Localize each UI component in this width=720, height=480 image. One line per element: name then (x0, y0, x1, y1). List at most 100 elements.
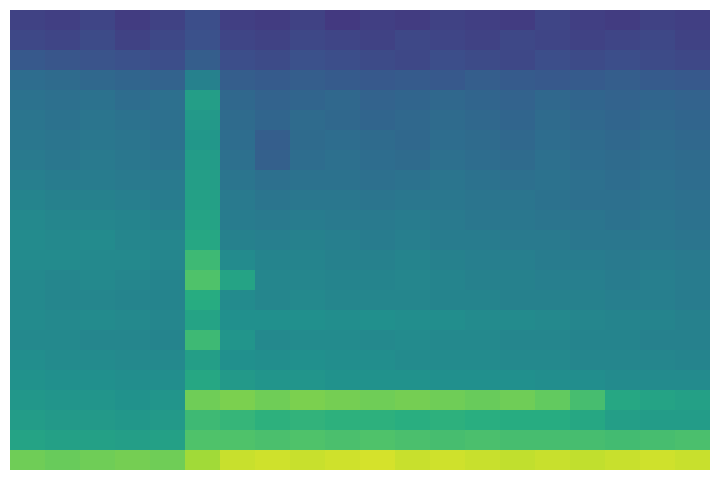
cell (640, 150, 676, 171)
cell (605, 50, 641, 71)
cell (675, 70, 710, 91)
cell (395, 370, 431, 391)
cell (535, 70, 571, 91)
cell (185, 230, 221, 251)
cell (535, 430, 571, 451)
cell (325, 250, 361, 271)
cell (185, 270, 221, 291)
cell (360, 90, 396, 111)
cell (535, 370, 571, 391)
cell (430, 50, 466, 71)
cell (395, 190, 431, 211)
cell (605, 230, 641, 251)
cell (45, 90, 81, 111)
cell (465, 310, 501, 331)
cell (535, 130, 571, 151)
cell (605, 330, 641, 351)
cell (220, 330, 256, 351)
cell (115, 170, 151, 191)
cell (605, 350, 641, 371)
cell (605, 10, 641, 31)
cell (360, 30, 396, 51)
cell (290, 390, 326, 411)
cell (80, 270, 116, 291)
cell (500, 370, 536, 391)
cell (45, 50, 81, 71)
cell (290, 130, 326, 151)
cell (675, 170, 710, 191)
cell (360, 70, 396, 91)
cell (430, 30, 466, 51)
cell (115, 270, 151, 291)
cell (150, 250, 186, 271)
cell (185, 70, 221, 91)
cell (500, 130, 536, 151)
cell (360, 310, 396, 331)
cell (80, 290, 116, 311)
cell (465, 110, 501, 131)
cell (675, 350, 710, 371)
cell (675, 450, 710, 470)
cell (640, 230, 676, 251)
cell (150, 450, 186, 470)
cell (45, 450, 81, 470)
cell (640, 370, 676, 391)
cell (675, 150, 710, 171)
cell (360, 130, 396, 151)
cell (80, 410, 116, 431)
cell (360, 150, 396, 171)
cell (255, 10, 291, 31)
cell (465, 150, 501, 171)
cell (255, 270, 291, 291)
cell (80, 70, 116, 91)
cell (570, 350, 606, 371)
cell (290, 270, 326, 291)
cell (255, 70, 291, 91)
cell (150, 170, 186, 191)
cell (10, 90, 46, 111)
cell (220, 370, 256, 391)
cell (465, 330, 501, 351)
cell (640, 170, 676, 191)
cell (570, 250, 606, 271)
cell (675, 230, 710, 251)
cell (640, 330, 676, 351)
cell (45, 410, 81, 431)
cell (570, 190, 606, 211)
cell (325, 90, 361, 111)
cell (465, 350, 501, 371)
cell (325, 70, 361, 91)
cell (465, 210, 501, 231)
cell (10, 450, 46, 470)
cell (675, 390, 710, 411)
cell (290, 450, 326, 470)
cell (430, 450, 466, 470)
cell (325, 270, 361, 291)
cell (430, 250, 466, 271)
cell (500, 430, 536, 451)
cell (325, 230, 361, 251)
cell (430, 410, 466, 431)
cell (10, 210, 46, 231)
cell (325, 170, 361, 191)
cell (430, 390, 466, 411)
cell (605, 30, 641, 51)
cell (45, 210, 81, 231)
cell (430, 270, 466, 291)
cell (675, 110, 710, 131)
cell (220, 290, 256, 311)
cell (10, 330, 46, 351)
cell (220, 170, 256, 191)
cell (10, 10, 46, 31)
cell (570, 110, 606, 131)
cell (535, 210, 571, 231)
cell (290, 250, 326, 271)
cell (45, 10, 81, 31)
cell (255, 450, 291, 470)
cell (395, 110, 431, 131)
cell (290, 370, 326, 391)
cell (255, 230, 291, 251)
cell (220, 450, 256, 470)
cell (220, 310, 256, 331)
cell (500, 110, 536, 131)
